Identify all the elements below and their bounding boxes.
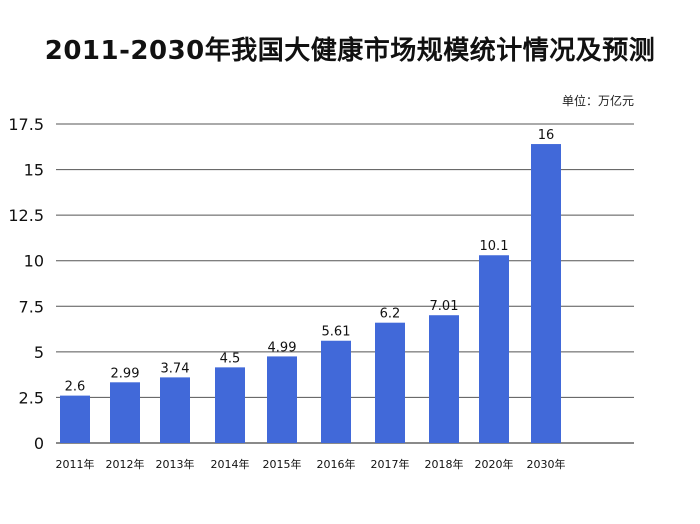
data-label: 7.01 — [430, 299, 459, 314]
x-tick-label: 2030年 — [527, 457, 566, 471]
bar — [215, 367, 245, 443]
y-tick-label: 10 — [24, 252, 44, 271]
bar — [110, 382, 140, 443]
data-label: 10.1 — [480, 239, 509, 254]
y-tick-label: 12.5 — [8, 206, 44, 225]
data-label: 4.5 — [220, 351, 241, 366]
y-tick-label: 2.5 — [19, 388, 44, 407]
y-tick-label: 15 — [24, 161, 44, 180]
bar — [429, 315, 459, 443]
x-tick-label: 2012年 — [106, 457, 145, 471]
bar — [531, 144, 561, 443]
y-tick-label: 5 — [34, 343, 44, 362]
x-tick-label: 2015年 — [263, 457, 302, 471]
bars — [60, 144, 561, 443]
y-tick-label: 17.5 — [8, 115, 44, 134]
data-label: 3.74 — [161, 361, 190, 376]
bar — [375, 322, 405, 443]
y-axis-ticks: 0 2.5 5 7.5 10 12.5 15 17.5 — [8, 115, 44, 453]
data-label: 2.99 — [111, 366, 140, 381]
y-tick-label: 0 — [34, 434, 44, 453]
data-label: 6.2 — [380, 307, 401, 322]
y-tick-label: 7.5 — [19, 297, 44, 316]
x-tick-label: 2016年 — [317, 457, 356, 471]
bar — [160, 377, 190, 443]
x-tick-label: 2014年 — [211, 457, 250, 471]
x-tick-label: 2011年 — [56, 457, 95, 471]
bar — [479, 255, 509, 443]
chart-title: 2011-2030年我国大健康市场规模统计情况及预测 — [44, 36, 656, 66]
value-labels: 2.6 2.99 3.74 4.5 4.99 5.61 6.2 7.01 10.1 16 — [65, 128, 555, 395]
unit-label: 单位：万亿元 — [561, 94, 634, 108]
bar — [267, 356, 297, 443]
x-tick-label: 2013年 — [156, 457, 195, 471]
x-tick-label: 2020年 — [475, 457, 514, 471]
x-axis-ticks: 2011年 2012年 2013年 2014年 2015年 2016年 2017年 2018年… — [56, 457, 566, 471]
data-label: 4.99 — [268, 340, 297, 355]
data-label: 16 — [538, 128, 555, 143]
bar — [321, 340, 351, 443]
data-label: 5.61 — [322, 325, 351, 340]
data-label: 2.6 — [65, 380, 86, 395]
x-tick-label: 2017年 — [371, 457, 410, 471]
x-tick-label: 2018年 — [425, 457, 464, 471]
bar — [60, 395, 90, 443]
